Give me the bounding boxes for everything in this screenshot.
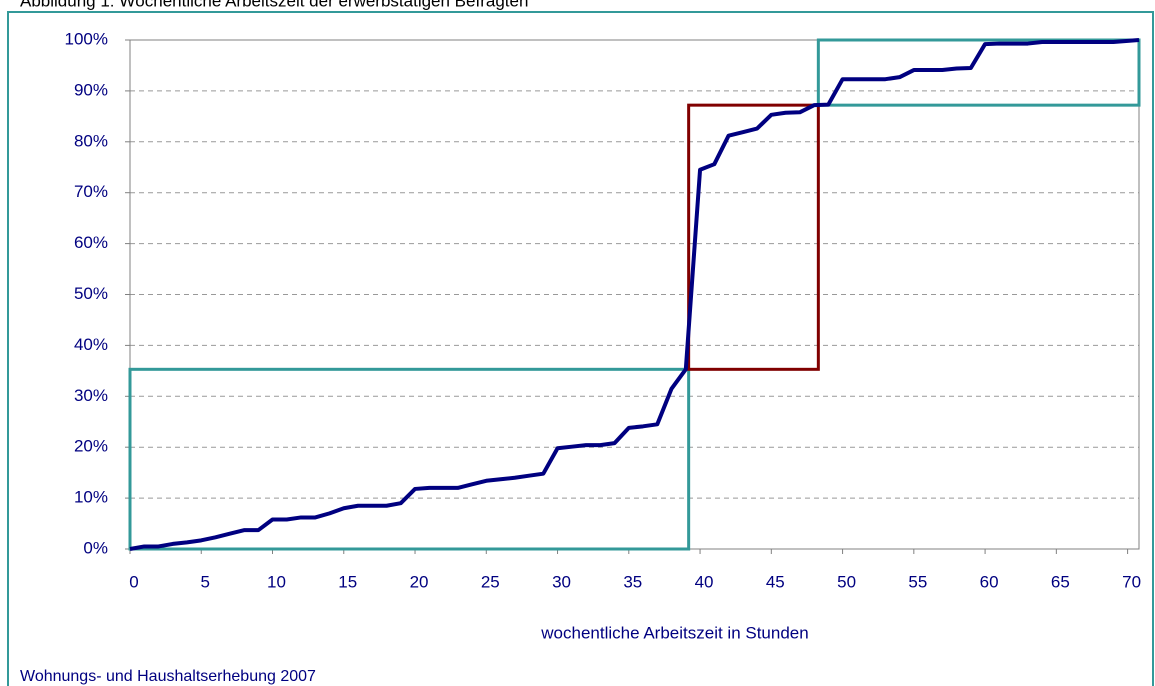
- x-tick-label: 30: [552, 572, 571, 591]
- y-tick-label: 50%: [74, 284, 108, 303]
- y-tick-label: 40%: [74, 335, 108, 354]
- source-note: Wohnungs- und Haushaltserhebung 2007: [20, 668, 316, 685]
- chart-title: Abbildung 1: Wöchentliche Arbeitszeit de…: [20, 0, 528, 10]
- highlight-box: [687, 103, 820, 371]
- x-tick-label: 65: [1051, 572, 1070, 591]
- data-line: [129, 38, 1140, 551]
- y-tick-label: 90%: [74, 80, 108, 99]
- y-tick-label: 100%: [65, 29, 108, 48]
- x-tick-label: 35: [623, 572, 642, 591]
- y-tick-label: 0%: [83, 538, 108, 557]
- x-tick-label: 55: [908, 572, 927, 591]
- y-tick-label: 60%: [74, 233, 108, 252]
- x-tick-label: 45: [766, 572, 785, 591]
- y-tick-label: 10%: [74, 488, 108, 507]
- x-tick-label: 40: [695, 572, 714, 591]
- x-axis-label: wochentliche Arbeitszeit in Stunden: [540, 623, 808, 642]
- x-tick-label: 10: [267, 572, 286, 591]
- x-tick-label: 15: [338, 572, 357, 591]
- x-tick-label: 0: [129, 572, 138, 591]
- x-tick-label: 20: [410, 572, 429, 591]
- x-tick-label: 25: [481, 572, 500, 591]
- highlight-box: [816, 38, 1141, 107]
- highlight-box: [128, 367, 691, 551]
- x-tick-label: 50: [837, 572, 856, 591]
- y-tick-label: 30%: [74, 386, 108, 405]
- figure-frame: [7, 11, 1154, 686]
- y-tick-label: 80%: [74, 131, 108, 150]
- x-tick-label: 70: [1122, 572, 1141, 591]
- y-tick-label: 70%: [74, 182, 108, 201]
- x-tick-label: 5: [201, 572, 210, 591]
- y-tick-label: 20%: [74, 437, 108, 456]
- x-tick-label: 60: [980, 572, 999, 591]
